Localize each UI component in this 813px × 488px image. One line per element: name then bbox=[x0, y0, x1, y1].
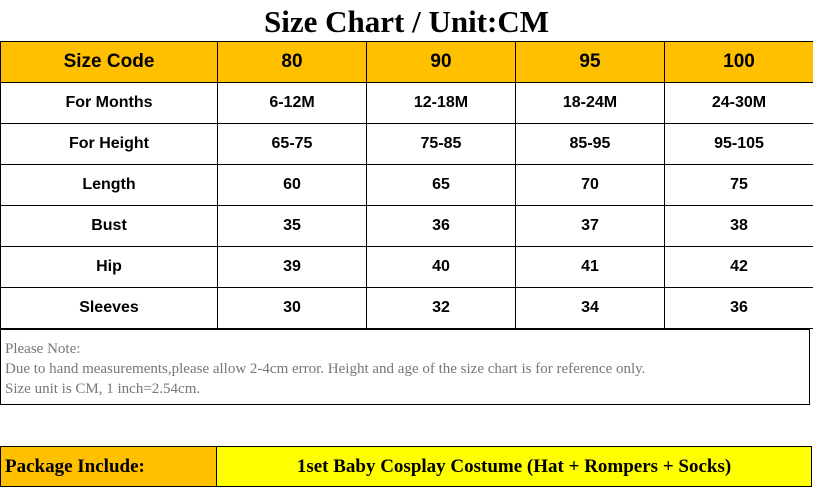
package-label: Package Include: bbox=[1, 447, 217, 486]
table-cell: 75 bbox=[664, 164, 813, 206]
table-cell: 39 bbox=[217, 246, 367, 288]
table-cell: 32 bbox=[366, 287, 516, 329]
row-label: Length bbox=[0, 164, 218, 206]
note-heading: Please Note: bbox=[5, 341, 81, 357]
table-row: For Months 6-12M 12-18M 18-24M 24-30M bbox=[0, 82, 813, 124]
table-cell: 60 bbox=[217, 164, 367, 206]
row-label: For Months bbox=[0, 82, 218, 124]
table-cell: 85-95 bbox=[515, 123, 665, 165]
table-cell: 24-30M bbox=[664, 82, 813, 124]
table-cell: 35 bbox=[217, 205, 367, 247]
table-cell: 40 bbox=[366, 246, 516, 288]
table-row: Bust 35 36 37 38 bbox=[0, 205, 813, 247]
table-cell: 30 bbox=[217, 287, 367, 329]
table-cell: 42 bbox=[664, 246, 813, 288]
table-header-row: Size Code 80 90 95 100 bbox=[0, 41, 813, 83]
row-label: Sleeves bbox=[0, 287, 218, 329]
table-cell: 38 bbox=[664, 205, 813, 247]
package-value: 1set Baby Cosplay Costume (Hat + Rompers… bbox=[217, 447, 811, 486]
table-cell: 65 bbox=[366, 164, 516, 206]
table-cell: 100 bbox=[664, 41, 813, 83]
row-label: For Height bbox=[0, 123, 218, 165]
table-cell: 34 bbox=[515, 287, 665, 329]
table-cell: 12-18M bbox=[366, 82, 516, 124]
table-cell: 36 bbox=[366, 205, 516, 247]
note-box: Please Note: Due to hand measurements,pl… bbox=[0, 329, 810, 405]
table-row: Length 60 65 70 75 bbox=[0, 164, 813, 206]
table-row: For Height 65-75 75-85 85-95 95-105 bbox=[0, 123, 813, 165]
table-cell: 36 bbox=[664, 287, 813, 329]
table-cell: 70 bbox=[515, 164, 665, 206]
page-title: Size Chart / Unit:CM bbox=[264, 4, 549, 39]
size-table: Size Code 80 90 95 100 For Months 6-12M 12-18M 1… bbox=[0, 41, 813, 329]
row-label: Hip bbox=[0, 246, 218, 288]
row-label: Size Code bbox=[0, 41, 218, 83]
table-cell: 18-24M bbox=[515, 82, 665, 124]
note-line: Size unit is CM, 1 inch=2.54cm. bbox=[5, 381, 201, 397]
row-label: Bust bbox=[0, 205, 218, 247]
table-cell: 95-105 bbox=[664, 123, 813, 165]
package-include: Package Include: 1set Baby Cosplay Costu… bbox=[0, 446, 812, 487]
table-row: Hip 39 40 41 42 bbox=[0, 246, 813, 288]
table-cell: 6-12M bbox=[217, 82, 367, 124]
table-cell: 80 bbox=[217, 41, 367, 83]
table-cell: 95 bbox=[515, 41, 665, 83]
table-cell: 90 bbox=[366, 41, 516, 83]
table-cell: 37 bbox=[515, 205, 665, 247]
table-cell: 41 bbox=[515, 246, 665, 288]
note-line: Due to hand measurements,please allow 2-… bbox=[5, 361, 646, 377]
table-row: Sleeves 30 32 34 36 bbox=[0, 287, 813, 329]
table-cell: 75-85 bbox=[366, 123, 516, 165]
table-cell: 65-75 bbox=[217, 123, 367, 165]
